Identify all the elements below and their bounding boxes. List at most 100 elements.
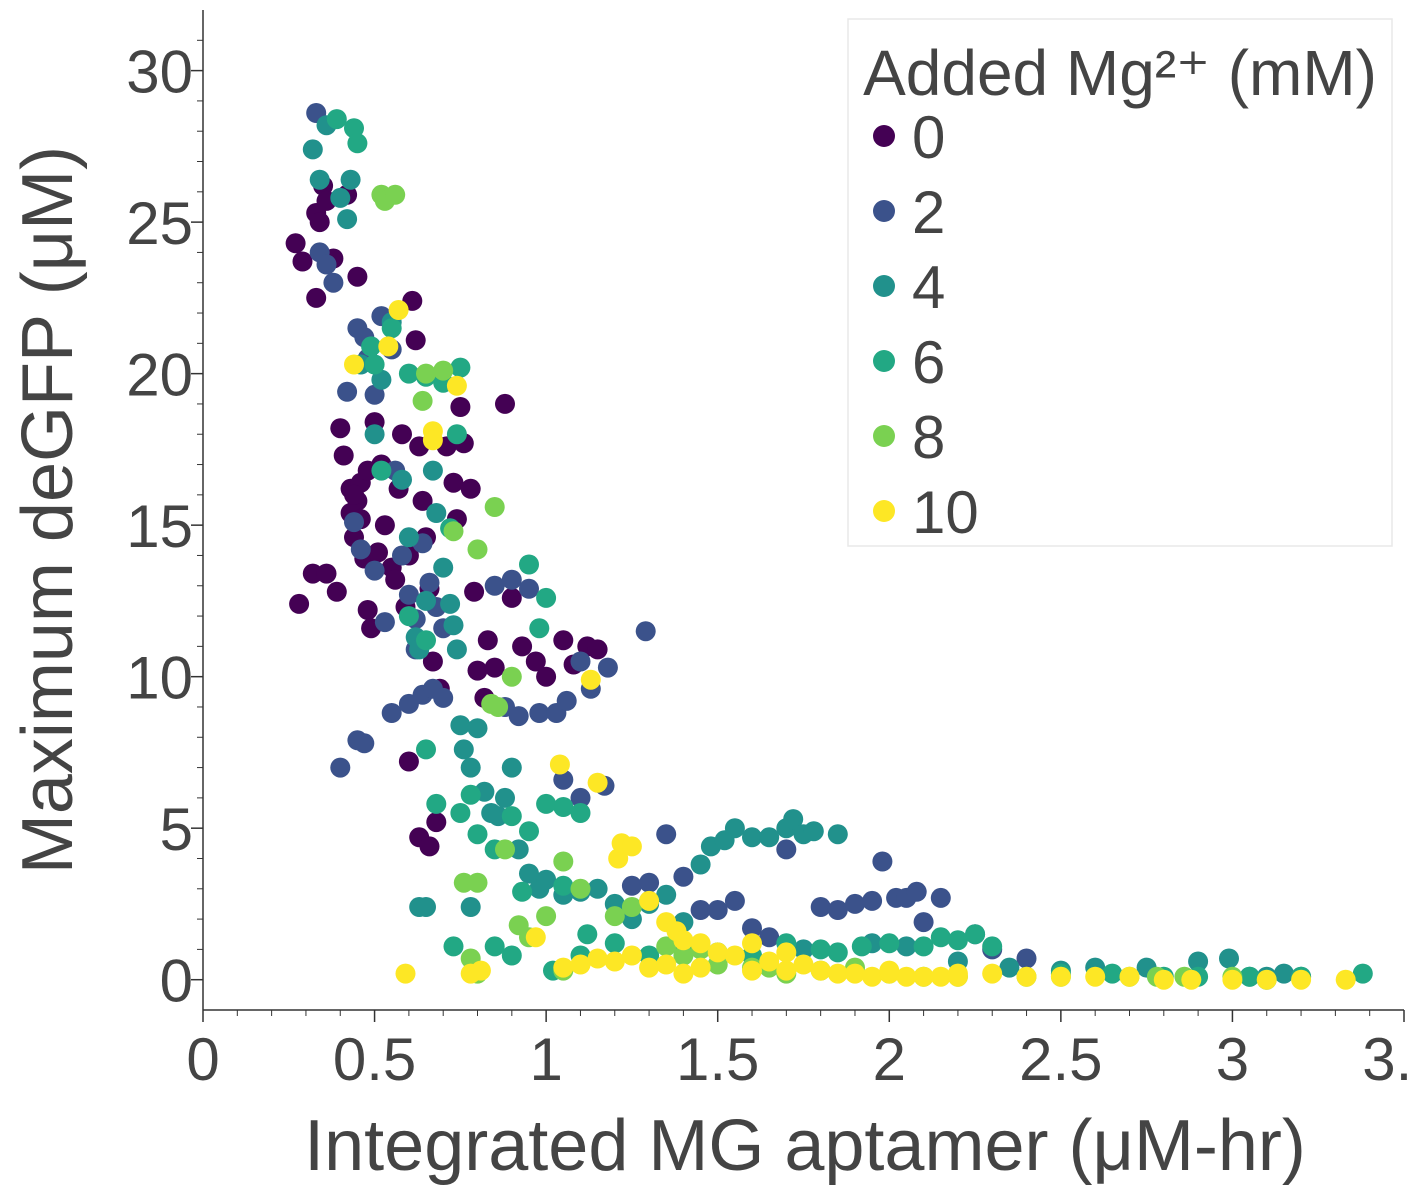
point-mg-6-0 xyxy=(326,109,347,130)
point-mg-10-8 xyxy=(587,772,608,793)
point-mg-2-20 xyxy=(350,539,371,560)
point-mg-10-58 xyxy=(947,963,968,984)
point-mg-8-19 xyxy=(570,878,591,899)
x-tick-label: 2.5 xyxy=(1019,1026,1102,1093)
point-mg-0-48 xyxy=(484,657,505,678)
y-tick-label: 5 xyxy=(160,796,193,863)
axes xyxy=(202,10,1404,1011)
point-mg-0-68 xyxy=(392,424,412,445)
point-mg-0-14 xyxy=(330,418,351,439)
point-mg-10-51 xyxy=(639,957,660,978)
point-mg-8-20 xyxy=(604,906,625,927)
point-mg-6-16 xyxy=(426,793,447,814)
point-mg-10-39 xyxy=(1222,969,1243,990)
point-mg-10-36 xyxy=(1119,966,1140,987)
point-mg-6-43 xyxy=(879,933,900,954)
point-mg-6-46 xyxy=(947,930,968,951)
point-mg-10-41 xyxy=(1291,969,1312,990)
point-mg-4-42 xyxy=(690,854,711,875)
y-tick-label: 10 xyxy=(126,645,193,712)
point-mg-6-14 xyxy=(416,630,436,651)
point-mg-0-50 xyxy=(501,587,522,608)
point-mg-8-12 xyxy=(453,872,474,893)
point-mg-4-14 xyxy=(416,590,436,611)
point-mg-2-28 xyxy=(433,687,454,708)
point-mg-10-57 xyxy=(879,960,900,981)
point-mg-6-5 xyxy=(371,460,392,481)
point-mg-4-40 xyxy=(656,884,677,905)
point-mg-4-0 xyxy=(302,139,323,160)
point-mg-4-64 xyxy=(1273,963,1294,984)
legend: Added Mg²⁺ (mM) 0 2 4 6 8 10 xyxy=(847,18,1393,547)
point-mg-2-69 xyxy=(1016,948,1037,969)
legend-frame xyxy=(847,18,1393,547)
point-mg-2-60 xyxy=(862,890,883,911)
point-mg-4-36 xyxy=(587,878,608,899)
point-mg-2-40 xyxy=(635,621,656,642)
point-mg-4-8 xyxy=(371,369,392,390)
point-mg-0-65 xyxy=(357,460,378,481)
point-mg-10-53 xyxy=(673,963,694,984)
point-mg-6-26 xyxy=(519,554,539,575)
point-mg-4-69 xyxy=(793,939,814,960)
point-mg-2-12 xyxy=(392,545,412,566)
legend-marker-mg-6 xyxy=(873,350,895,372)
point-mg-4-56 xyxy=(999,957,1020,978)
point-mg-6-57 xyxy=(512,881,533,902)
point-mg-6-31 xyxy=(501,945,522,966)
point-mg-0-44 xyxy=(464,581,485,602)
point-mg-10-43 xyxy=(395,963,416,984)
point-mg-10-33 xyxy=(1016,966,1037,987)
point-mg-10-40 xyxy=(1256,969,1277,990)
point-mg-6-53 xyxy=(1239,966,1260,987)
point-mg-4-3 xyxy=(330,187,351,208)
point-mg-4-19 xyxy=(443,615,464,636)
point-mg-2-47 xyxy=(621,875,642,896)
point-mg-8-2 xyxy=(385,184,406,205)
x-tick-label: 1.5 xyxy=(676,1026,759,1093)
point-mg-2-33 xyxy=(508,706,529,727)
point-mg-0-33 xyxy=(412,490,433,511)
point-mg-10-0 xyxy=(344,354,364,375)
point-mg-6-24 xyxy=(553,797,574,817)
point-mg-0-66 xyxy=(368,542,388,563)
point-mg-4-47 xyxy=(759,827,780,848)
point-mg-6-48 xyxy=(982,936,1003,957)
point-mg-4-23 xyxy=(460,757,481,778)
legend-label-mg-10: 10 xyxy=(912,479,979,546)
point-mg-0-63 xyxy=(344,484,364,505)
y-tick-label: 30 xyxy=(126,39,193,106)
point-mg-0-51 xyxy=(512,636,533,657)
point-mg-4-68 xyxy=(460,897,481,917)
point-mg-0-9 xyxy=(347,266,368,287)
point-mg-10-47 xyxy=(570,954,591,975)
point-mg-0-58 xyxy=(398,751,419,772)
point-mg-2-21 xyxy=(364,560,385,581)
point-mg-8-6 xyxy=(443,521,464,542)
point-mg-4-11 xyxy=(398,527,419,548)
point-mg-2-31 xyxy=(330,757,351,778)
point-mg-0-4 xyxy=(309,212,330,233)
point-mg-2-41 xyxy=(484,575,505,596)
point-mg-10-34 xyxy=(1050,966,1071,987)
legend-marker-mg-10 xyxy=(873,500,895,522)
point-mg-2-43 xyxy=(519,578,539,599)
point-mg-6-17 xyxy=(450,803,471,823)
point-mg-10-4 xyxy=(422,430,443,451)
point-mg-2-42 xyxy=(501,569,522,590)
point-mg-2-16 xyxy=(419,572,440,593)
point-mg-0-41 xyxy=(450,397,471,417)
point-mg-6-6 xyxy=(381,318,402,339)
scatter-points xyxy=(285,103,1373,990)
point-mg-2-66 xyxy=(930,887,951,908)
point-mg-10-2 xyxy=(388,300,409,320)
legend-label-mg-8: 8 xyxy=(912,404,945,471)
point-mg-4-22 xyxy=(453,739,474,760)
point-mg-2-39 xyxy=(597,657,618,678)
point-mg-6-2 xyxy=(347,133,368,154)
point-mg-6-47 xyxy=(965,924,986,945)
point-mg-6-1 xyxy=(344,118,364,139)
point-mg-6-56 xyxy=(1352,963,1373,984)
point-mg-4-5 xyxy=(340,169,361,190)
